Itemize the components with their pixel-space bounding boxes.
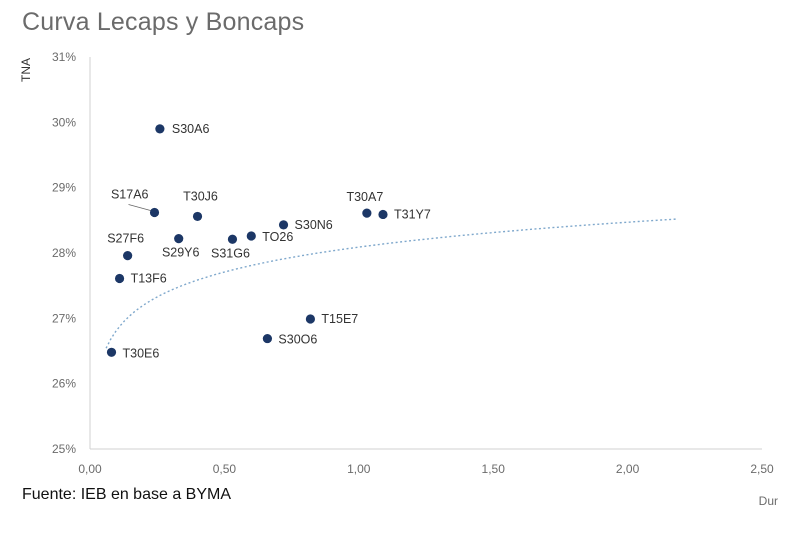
data-point: [262, 333, 273, 344]
x-tick-label: 2,50: [750, 462, 774, 476]
data-point-label: T30J6: [183, 189, 218, 203]
label-leader-line: [128, 204, 151, 211]
x-axis-title: Dur: [759, 494, 778, 508]
data-point-label: T30A7: [346, 190, 383, 204]
y-tick-label: 31%: [52, 50, 76, 64]
trendline: [105, 218, 677, 349]
data-point-label: TO26: [262, 230, 293, 244]
data-point-label: T30E6: [123, 346, 160, 360]
data-point: [246, 231, 256, 241]
x-tick-label: 2,00: [616, 462, 640, 476]
y-tick-label: 26%: [52, 377, 76, 391]
data-point-label: S30O6: [278, 333, 317, 347]
y-axis-title: TNA: [19, 58, 33, 82]
data-point: [174, 234, 184, 244]
y-tick-label: 29%: [52, 181, 76, 195]
x-tick-label: 1,50: [482, 462, 506, 476]
data-point: [123, 251, 133, 261]
x-tick-label: 1,00: [347, 462, 371, 476]
data-point-label: S30N6: [295, 218, 333, 232]
data-point: [305, 314, 316, 324]
y-tick-label: 27%: [52, 311, 76, 325]
chart-title: Curva Lecaps y Boncaps: [22, 8, 305, 36]
data-point-label: T15E7: [321, 312, 358, 326]
data-point: [149, 207, 160, 218]
data-point: [192, 211, 203, 222]
data-point-label: S29Y6: [162, 246, 200, 260]
y-tick-label: 28%: [52, 246, 76, 260]
y-tick-label: 30%: [52, 115, 76, 129]
data-point: [362, 208, 372, 218]
y-tick-label: 25%: [52, 442, 76, 456]
data-point-label: S31G6: [211, 246, 250, 260]
data-point: [106, 347, 117, 357]
source-note: Fuente: IEB en base a BYMA: [22, 486, 232, 503]
data-point: [114, 273, 125, 284]
data-point: [378, 209, 388, 220]
data-point-label: S17A6: [111, 187, 149, 201]
data-point: [278, 220, 289, 230]
x-tick-label: 0,00: [78, 462, 102, 476]
data-point-label: S30A6: [172, 122, 210, 136]
data-point-label: T31Y7: [394, 207, 431, 221]
x-tick-label: 0,50: [213, 462, 237, 476]
data-point-label: T13F6: [131, 271, 167, 285]
data-point: [227, 234, 238, 244]
data-point: [155, 124, 165, 134]
data-point-label: S27F6: [107, 232, 144, 246]
